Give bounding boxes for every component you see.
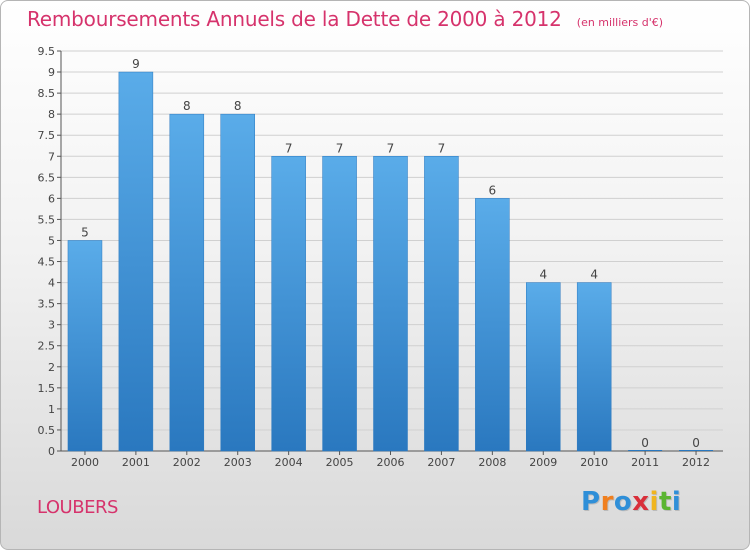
- y-tick-label-6: 3: [48, 319, 55, 332]
- data-label-2007: 7: [438, 141, 446, 155]
- data-label-2000: 5: [81, 225, 89, 239]
- logo-letter-4: i: [649, 487, 659, 517]
- bar-2001: [118, 71, 154, 452]
- logo-letter-0: P: [581, 487, 601, 517]
- x-tick-label-2006: 2006: [377, 456, 405, 469]
- data-label-2003: 8: [234, 99, 242, 113]
- bar-2003: [220, 113, 255, 452]
- x-tick-label-2005: 2005: [326, 456, 354, 469]
- x-tick-label-2003: 2003: [224, 456, 252, 469]
- x-tick-label-2007: 2007: [427, 456, 455, 469]
- y-tick-label-7: 3.5: [38, 298, 56, 311]
- x-tick-label-2011: 2011: [631, 456, 659, 469]
- x-tick-label-2004: 2004: [275, 456, 303, 469]
- x-tick-label-2010: 2010: [580, 456, 608, 469]
- data-label-2010: 4: [590, 268, 598, 282]
- chart-unit: (en milliers d'€): [576, 16, 664, 29]
- data-label-2011: 0: [641, 436, 649, 450]
- chart-title: Remboursements Annuels de la Dette de 20…: [27, 7, 562, 31]
- data-label-2009: 4: [539, 268, 547, 282]
- y-tick-label-5: 2.5: [38, 340, 56, 353]
- bars: [67, 71, 714, 452]
- y-tick-label-10: 5: [48, 234, 55, 247]
- bar-2008: [475, 198, 510, 452]
- y-tick-label-12: 6: [48, 192, 55, 205]
- data-label-2002: 8: [183, 99, 191, 113]
- y-tick-label-4: 2: [48, 361, 55, 374]
- x-tick-label-2000: 2000: [71, 456, 99, 469]
- proxiti-logo[interactable]: Proxiti: [581, 487, 681, 517]
- y-tick-label-19: 9.5: [38, 45, 56, 58]
- x-tick-label-2001: 2001: [122, 456, 150, 469]
- logo-letter-3: x: [632, 487, 650, 517]
- data-label-2001: 9: [132, 57, 140, 71]
- bar-2005: [322, 156, 357, 452]
- y-tick-label-15: 7.5: [38, 129, 56, 142]
- data-label-2005: 7: [336, 141, 344, 155]
- bar-2009: [526, 282, 561, 452]
- y-tick-label-1: 0.5: [38, 424, 56, 437]
- logo-letter-1: r: [600, 487, 614, 517]
- data-label-2006: 7: [387, 141, 395, 155]
- bar-2002: [169, 113, 205, 452]
- data-label-2008: 6: [489, 183, 497, 197]
- x-tick-label-2012: 2012: [682, 456, 710, 469]
- y-tick-label-18: 9: [48, 66, 55, 79]
- y-tick-label-3: 1.5: [38, 382, 56, 395]
- data-label-2004: 7: [285, 141, 293, 155]
- y-tick-label-11: 5.5: [38, 213, 56, 226]
- bar-2000: [67, 240, 103, 452]
- logo-letter-6: i: [671, 487, 682, 517]
- y-tick-label-13: 6.5: [38, 171, 56, 184]
- bar-2007: [424, 156, 459, 452]
- chart-title-block: Remboursements Annuels de la Dette de 20…: [27, 7, 663, 31]
- y-tick-label-16: 8: [48, 108, 55, 121]
- x-tick-label-2009: 2009: [529, 456, 557, 469]
- x-tick-label-2002: 2002: [173, 456, 201, 469]
- logo-letter-2: o: [613, 487, 633, 517]
- y-tick-label-2: 1: [48, 403, 55, 416]
- labels: 5 2000 9 2001 8 2002 8 2003 7 2004 7 2005 7 2006 7 2007…: [71, 57, 710, 469]
- y-tick-label-14: 7: [48, 150, 55, 163]
- data-label-2012: 0: [692, 436, 700, 450]
- bar-2006: [373, 156, 408, 452]
- x-tick-label-2008: 2008: [478, 456, 506, 469]
- commune-name: LOUBERS: [37, 497, 118, 518]
- bar-2004: [271, 156, 306, 452]
- logo-letter-5: t: [658, 487, 672, 517]
- y-tick-label-0: 0: [48, 445, 55, 458]
- y-tick-label-8: 4: [48, 277, 55, 290]
- y-tick-label-17: 8.5: [38, 87, 56, 100]
- bar-2010: [576, 282, 612, 452]
- y-tick-label-9: 4.5: [38, 256, 56, 269]
